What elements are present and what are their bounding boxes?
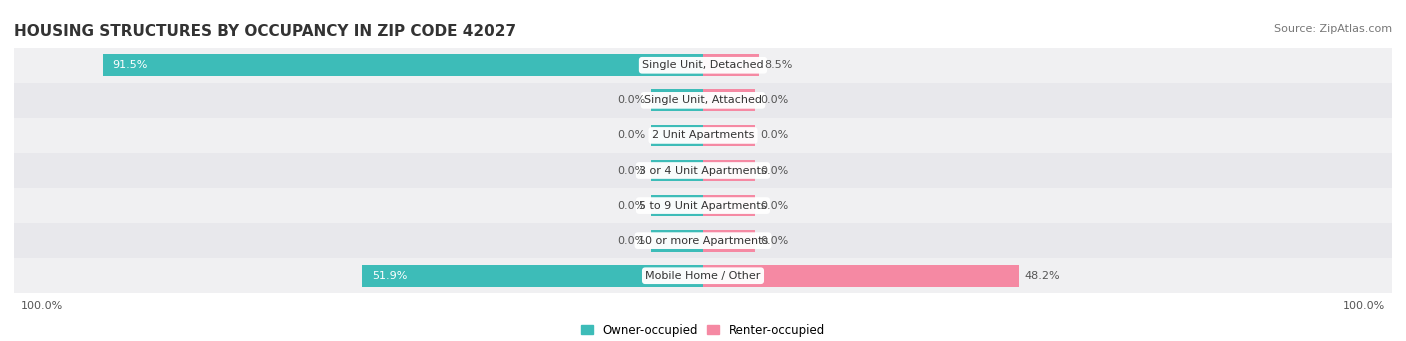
Text: Source: ZipAtlas.com: Source: ZipAtlas.com — [1274, 24, 1392, 34]
Text: 3 or 4 Unit Apartments: 3 or 4 Unit Apartments — [640, 165, 766, 176]
Text: 0.0%: 0.0% — [617, 236, 645, 246]
Bar — [703, 265, 1019, 286]
Text: 0.0%: 0.0% — [617, 130, 645, 140]
Bar — [14, 153, 1392, 188]
Text: Single Unit, Attached: Single Unit, Attached — [644, 95, 762, 105]
Text: Mobile Home / Other: Mobile Home / Other — [645, 271, 761, 281]
Text: 5 to 9 Unit Apartments: 5 to 9 Unit Apartments — [640, 201, 766, 211]
Bar — [14, 223, 1392, 258]
Text: 0.0%: 0.0% — [761, 236, 789, 246]
Bar — [103, 55, 703, 76]
Text: 100.0%: 100.0% — [1343, 300, 1385, 311]
Text: 2 Unit Apartments: 2 Unit Apartments — [652, 130, 754, 140]
Bar — [651, 89, 703, 111]
Text: 0.0%: 0.0% — [617, 95, 645, 105]
Bar — [703, 230, 755, 252]
Text: Single Unit, Detached: Single Unit, Detached — [643, 60, 763, 70]
Text: 91.5%: 91.5% — [112, 60, 148, 70]
Bar — [14, 118, 1392, 153]
Legend: Owner-occupied, Renter-occupied: Owner-occupied, Renter-occupied — [576, 319, 830, 341]
Bar — [703, 195, 755, 217]
Bar — [14, 188, 1392, 223]
Bar — [651, 195, 703, 217]
Text: 0.0%: 0.0% — [761, 201, 789, 211]
Bar — [14, 83, 1392, 118]
Bar — [651, 230, 703, 252]
Text: 0.0%: 0.0% — [761, 130, 789, 140]
Bar — [703, 55, 759, 76]
Bar — [363, 265, 703, 286]
Bar — [703, 160, 755, 181]
Bar — [651, 124, 703, 146]
Bar — [703, 89, 755, 111]
Text: 100.0%: 100.0% — [21, 300, 63, 311]
Text: 10 or more Apartments: 10 or more Apartments — [638, 236, 768, 246]
Text: 8.5%: 8.5% — [763, 60, 793, 70]
Text: 51.9%: 51.9% — [373, 271, 408, 281]
Text: 0.0%: 0.0% — [761, 95, 789, 105]
Text: HOUSING STRUCTURES BY OCCUPANCY IN ZIP CODE 42027: HOUSING STRUCTURES BY OCCUPANCY IN ZIP C… — [14, 24, 516, 39]
Text: 0.0%: 0.0% — [617, 165, 645, 176]
Text: 48.2%: 48.2% — [1025, 271, 1060, 281]
Bar — [14, 48, 1392, 83]
Text: 0.0%: 0.0% — [617, 201, 645, 211]
Bar — [703, 124, 755, 146]
Bar — [651, 160, 703, 181]
Bar — [14, 258, 1392, 293]
Text: 0.0%: 0.0% — [761, 165, 789, 176]
